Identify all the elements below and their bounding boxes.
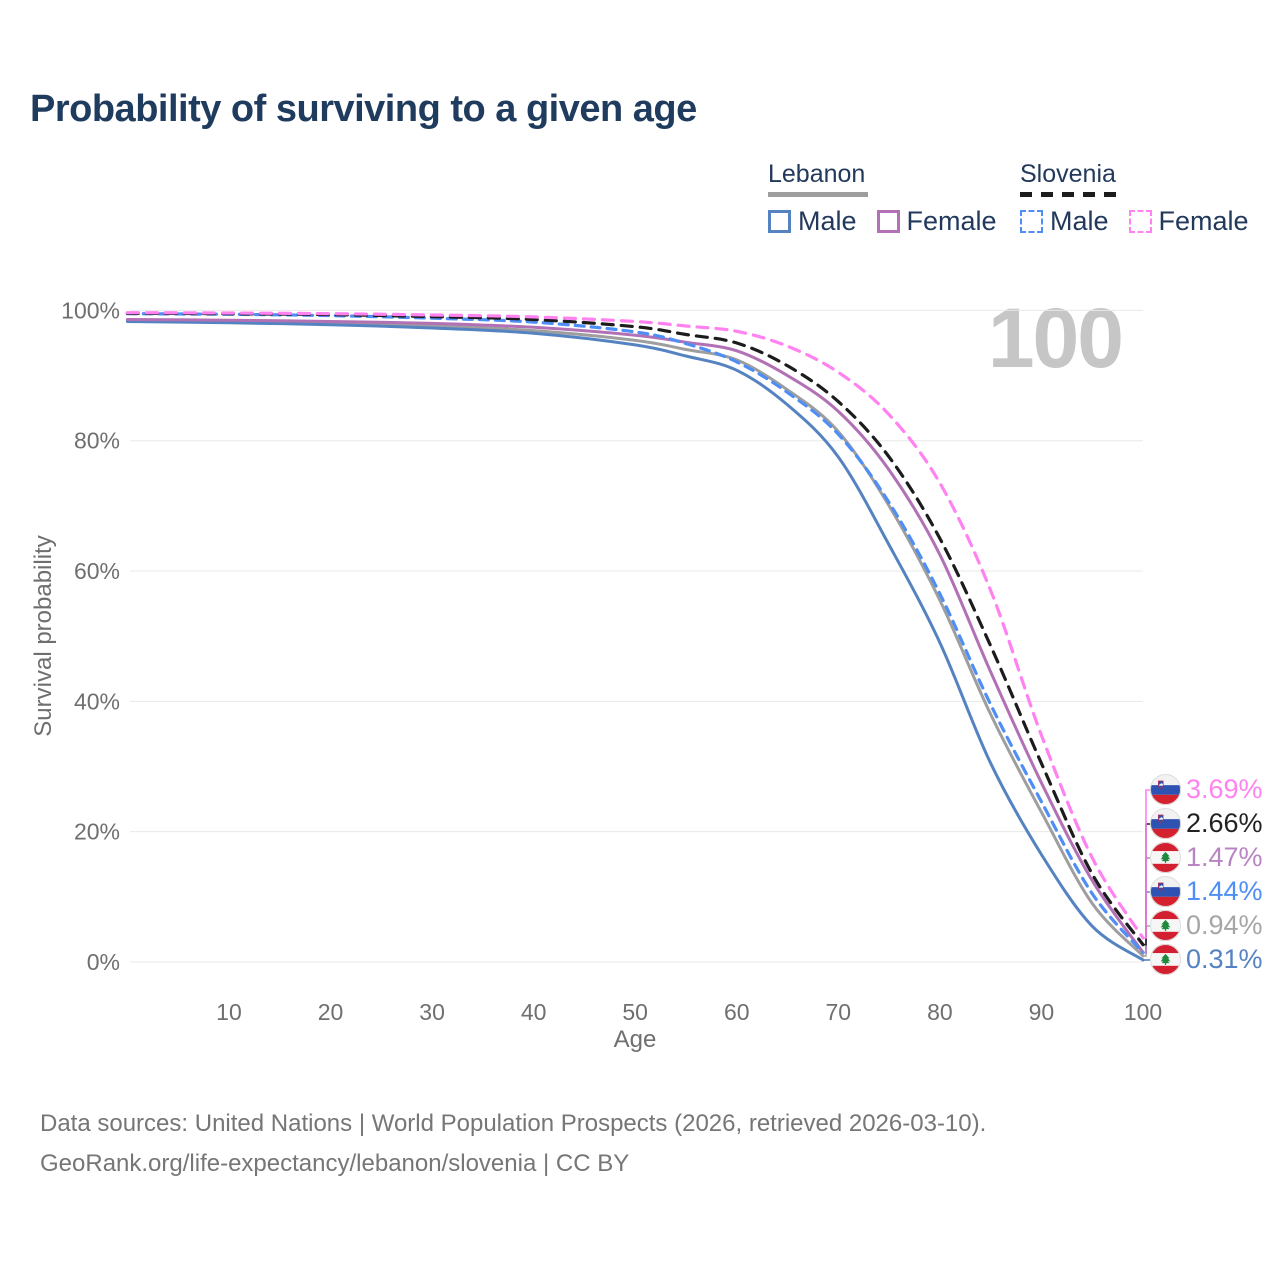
x-tick-label: 70 bbox=[826, 999, 852, 1025]
legend-lebanon-underline bbox=[768, 192, 868, 197]
legend-label-slovenia-male: Male bbox=[1050, 206, 1109, 236]
curve-lebanon-female[interactable] bbox=[125, 318, 1145, 954]
end-label-slovenia-female: 3.69% bbox=[1150, 774, 1263, 806]
legend-label-lebanon-female: Female bbox=[906, 206, 997, 236]
end-label-lebanon-female: 1.47% bbox=[1150, 842, 1263, 874]
slovenia-male-swatch-icon bbox=[1020, 210, 1043, 233]
lebanon-flag-icon bbox=[1150, 910, 1181, 942]
slovenia-flag-icon bbox=[1150, 774, 1181, 806]
x-tick-label: 60 bbox=[724, 999, 750, 1025]
x-tick-label: 90 bbox=[1029, 999, 1055, 1025]
curve-slovenia-male[interactable] bbox=[125, 312, 1145, 955]
legend-slovenia-items: Male Female bbox=[1020, 206, 1249, 237]
curve-slovenia-both[interactable] bbox=[125, 311, 1145, 947]
legend-lebanon-items: Male Female bbox=[768, 206, 997, 237]
curve-slovenia-female[interactable] bbox=[125, 311, 1145, 940]
slovenia-female-swatch-icon bbox=[1128, 210, 1152, 233]
lebanon-flag-icon bbox=[1150, 842, 1181, 874]
slovenia-flag-icon bbox=[1150, 808, 1181, 840]
y-tick-label: 100% bbox=[61, 297, 120, 323]
end-label-value-lebanon-female: 1.47% bbox=[1186, 842, 1263, 873]
x-tick-label: 80 bbox=[927, 999, 953, 1025]
y-tick-label: 0% bbox=[87, 949, 120, 975]
end-label-value-lebanon-both: 0.94% bbox=[1186, 910, 1263, 941]
end-label-value-slovenia-female: 3.69% bbox=[1186, 774, 1263, 805]
x-tick-label: 10 bbox=[216, 999, 242, 1025]
end-label-slovenia-male: 1.44% bbox=[1150, 876, 1263, 908]
lebanon-female-swatch-icon bbox=[876, 210, 900, 233]
x-tick-label: 100 bbox=[1124, 999, 1162, 1025]
x-axis-title: Age bbox=[613, 1026, 657, 1053]
y-tick-label: 20% bbox=[74, 819, 120, 845]
footer-attribution: GeoRank.org/life-expectancy/lebanon/slov… bbox=[40, 1150, 630, 1177]
footer-data-sources: Data sources: United Nations | World Pop… bbox=[40, 1110, 987, 1137]
legend-lebanon-title: Lebanon bbox=[768, 160, 866, 188]
lebanon-male-swatch-icon bbox=[768, 210, 791, 233]
legend-label-lebanon-male: Male bbox=[798, 206, 857, 236]
legend-item-lebanon-male[interactable]: Male bbox=[768, 206, 857, 237]
end-label-lebanon-male: 0.31% bbox=[1150, 944, 1263, 976]
legend-item-slovenia-male[interactable]: Male bbox=[1020, 206, 1109, 237]
end-label-value-slovenia-male: 1.44% bbox=[1186, 876, 1263, 907]
legend-item-lebanon-female[interactable]: Female bbox=[876, 206, 997, 237]
y-tick-label: 40% bbox=[74, 688, 120, 714]
x-tick-label: 50 bbox=[622, 999, 648, 1025]
x-tick-label: 40 bbox=[521, 999, 547, 1025]
legend-group-lebanon: Lebanon Male Female bbox=[768, 160, 997, 237]
legend-item-slovenia-female[interactable]: Female bbox=[1128, 206, 1249, 237]
legend-label-slovenia-female: Female bbox=[1158, 206, 1249, 236]
curve-lebanon-male[interactable] bbox=[125, 320, 1145, 962]
legend-group-slovenia: Slovenia Male Female bbox=[1020, 160, 1249, 237]
legend-slovenia-title: Slovenia bbox=[1020, 160, 1116, 188]
page-title: Probability of surviving to a given age bbox=[30, 88, 697, 130]
end-label-value-lebanon-male: 0.31% bbox=[1186, 944, 1263, 975]
leader-line-slovenia-female bbox=[1143, 789, 1151, 939]
legend-slovenia-underline bbox=[1020, 192, 1118, 197]
x-tick-label: 20 bbox=[318, 999, 344, 1025]
footer: Data sources: United Nations | World Pop… bbox=[40, 1104, 986, 1184]
end-label-lebanon-both: 0.94% bbox=[1150, 910, 1263, 942]
slovenia-flag-icon bbox=[1150, 876, 1181, 908]
end-label-slovenia-both: 2.66% bbox=[1150, 808, 1263, 840]
y-tick-label: 80% bbox=[74, 428, 120, 454]
y-tick-label: 60% bbox=[74, 558, 120, 584]
end-label-value-slovenia-both: 2.66% bbox=[1186, 808, 1263, 839]
x-tick-label: 30 bbox=[419, 999, 445, 1025]
lebanon-flag-icon bbox=[1150, 944, 1181, 976]
curve-lebanon-both[interactable] bbox=[125, 318, 1145, 958]
